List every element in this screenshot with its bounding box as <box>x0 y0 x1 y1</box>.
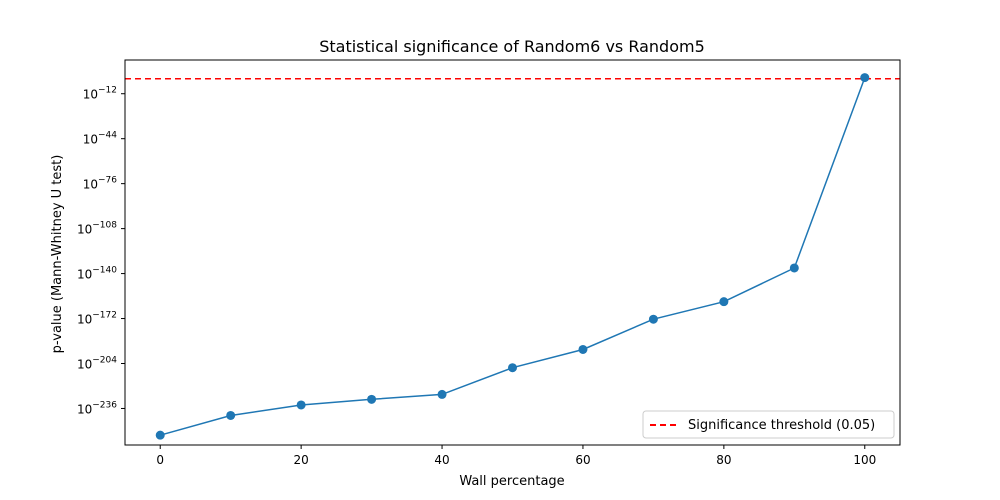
y-tick-label: 10−140 <box>77 266 117 282</box>
data-point <box>367 394 377 404</box>
y-axis-ticks: 10−12 10−44 10−76 10−108 10−140 10−172 10−204 1… <box>77 86 125 416</box>
x-tick-label: 20 <box>293 453 308 467</box>
x-tick-label: 40 <box>434 453 449 467</box>
y-tick-label: 10−44 <box>83 131 118 147</box>
x-axis-label: Wall percentage <box>459 474 564 489</box>
y-tick-label: 10−76 <box>83 176 118 192</box>
x-tick-label: 0 <box>156 453 164 467</box>
data-point <box>578 344 588 354</box>
y-tick-label: 10−236 <box>77 400 117 416</box>
x-tick-label: 100 <box>853 453 876 467</box>
legend: Significance threshold (0.05) <box>642 410 895 439</box>
data-point <box>860 73 870 83</box>
y-tick-label: 10−204 <box>77 356 117 372</box>
data-point <box>508 363 517 373</box>
data-point <box>226 410 236 420</box>
legend-threshold-label: Significance threshold (0.05) <box>688 418 875 433</box>
chart-title: Statistical significance of Random6 vs R… <box>319 37 705 56</box>
plot-area: 0 20 40 60 80 100 10−12 10−44 10−76 10−108 10−140… <box>77 59 901 467</box>
plot-frame <box>124 59 901 446</box>
y-tick-label: 10−108 <box>77 221 117 237</box>
y-axis-label: p-value (Mann-Whitney U test) <box>50 155 65 354</box>
x-tick-label: 60 <box>575 453 590 467</box>
data-point <box>155 430 165 440</box>
y-tick-label: 10−12 <box>83 86 117 102</box>
data-point <box>719 297 729 307</box>
data-point <box>296 400 306 410</box>
y-tick-label: 10−172 <box>77 311 117 327</box>
data-point <box>789 263 799 273</box>
series-points <box>155 73 870 440</box>
x-tick-label: 80 <box>716 453 731 467</box>
x-axis-ticks: 0 20 40 60 80 100 <box>156 445 876 467</box>
legend-box <box>642 410 895 439</box>
data-point <box>437 389 447 399</box>
data-point <box>648 314 658 324</box>
